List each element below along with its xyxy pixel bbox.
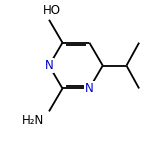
Text: HO: HO — [43, 4, 61, 17]
Text: H₂N: H₂N — [22, 114, 44, 127]
Text: N: N — [45, 59, 53, 72]
Text: N: N — [85, 82, 94, 95]
